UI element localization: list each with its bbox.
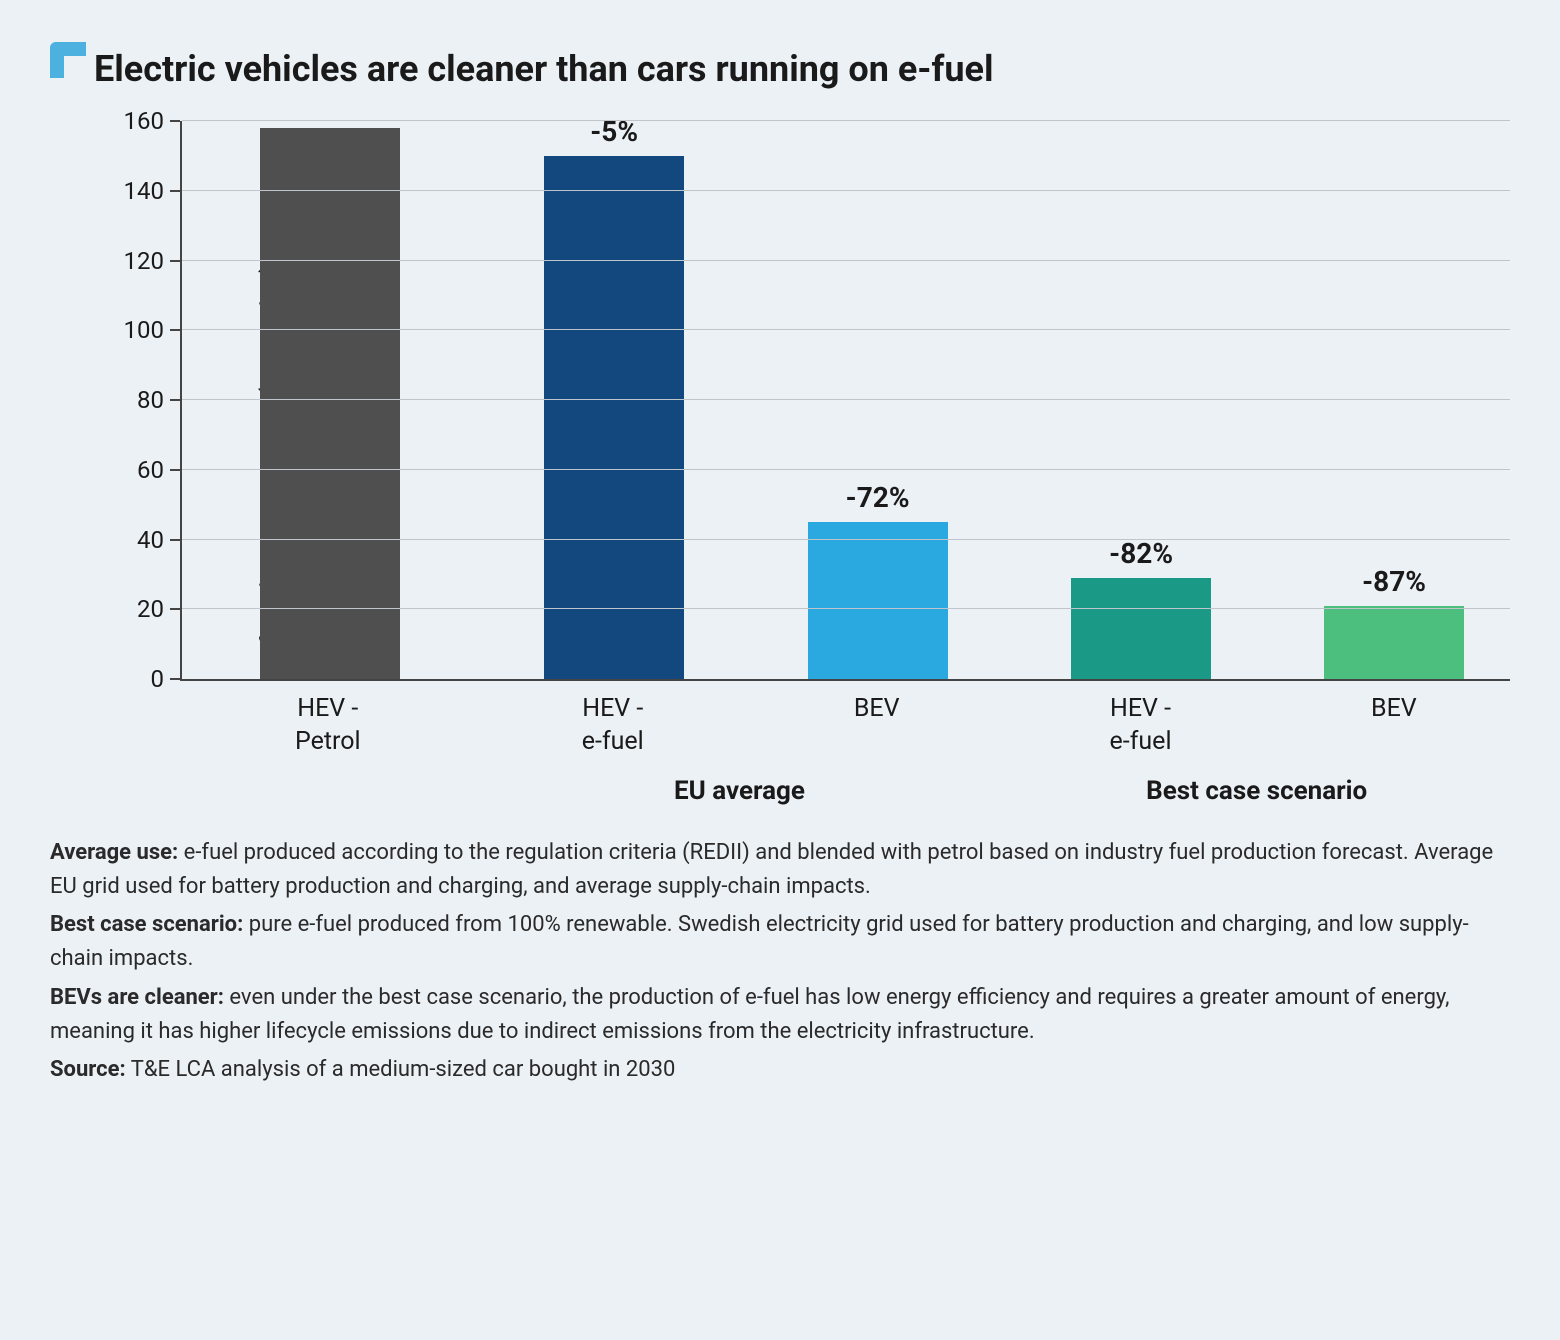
y-tick-label: 100 [124, 316, 182, 344]
bar-slot: -72% [751, 121, 1004, 679]
bar-slot [182, 121, 477, 679]
bar [544, 156, 684, 679]
x-axis-labels: HEV -PetrolHEV -e-fuelBEVHEV -e-fuelBEV [180, 681, 1510, 758]
bar-value-label: -87% [1362, 565, 1426, 598]
grid-line [182, 608, 1510, 609]
footnotes: Average use: e-fuel produced according t… [50, 836, 1510, 1087]
note-average-use: Average use: e-fuel produced according t… [50, 836, 1510, 904]
bar [1324, 606, 1464, 679]
plot-area: -5%-72%-82%-87% 020406080100120140160 [180, 121, 1510, 681]
grid-line [182, 329, 1510, 330]
note-source: Source: T&E LCA analysis of a medium-siz… [50, 1053, 1510, 1087]
y-tick-label: 40 [137, 526, 182, 554]
x-axis-label: HEV -Petrol [180, 693, 476, 758]
chart-title: Electric vehicles are cleaner than cars … [94, 40, 994, 91]
note-label: Best case scenario: [50, 912, 243, 937]
x-axis-label: HEV -e-fuel [1003, 693, 1277, 758]
bars-container: -5% -72% -82% -87% [182, 121, 1510, 679]
group-label: Best case scenario [1003, 776, 1510, 806]
grid-line [182, 190, 1510, 191]
note-text: pure e-fuel produced from 100% renewable… [50, 912, 1469, 971]
chart: Lifecycle CO2 emissions (gCO2e/km) -5%-7… [120, 121, 1510, 806]
x-axis-label: BEV [1278, 693, 1510, 758]
group-label [180, 776, 476, 806]
group-label: EU average [476, 776, 1004, 806]
note-label: Source: [50, 1057, 126, 1082]
y-tick-label: 20 [137, 595, 182, 623]
grid-line [182, 120, 1510, 121]
note-label: BEVs are cleaner: [50, 985, 224, 1010]
accent-corner-icon [50, 42, 86, 78]
grid-line [182, 469, 1510, 470]
note-best-case: Best case scenario: pure e-fuel produced… [50, 908, 1510, 976]
y-tick-label: 140 [124, 177, 182, 205]
bar-value-label: -72% [846, 481, 910, 514]
note-text: e-fuel produced according to the regulat… [50, 840, 1493, 899]
y-tick-label: 160 [124, 107, 182, 135]
note-text: T&E LCA analysis of a medium-sized car b… [126, 1057, 676, 1082]
y-tick-label: 80 [137, 386, 182, 414]
bar-slot: -87% [1278, 121, 1510, 679]
header: Electric vehicles are cleaner than cars … [50, 40, 1510, 91]
grid-line [182, 260, 1510, 261]
y-tick-label: 0 [151, 665, 183, 693]
bar [808, 522, 948, 679]
grid-line [182, 539, 1510, 540]
note-text: even under the best case scenario, the p… [50, 985, 1450, 1044]
group-labels: EU averageBest case scenario [180, 758, 1510, 806]
bar [1071, 578, 1211, 679]
bar-slot: -82% [1004, 121, 1278, 679]
y-tick-label: 120 [124, 247, 182, 275]
x-axis-label: HEV -e-fuel [476, 693, 750, 758]
note-label: Average use: [50, 840, 178, 865]
bar-value-label: -82% [1109, 537, 1173, 570]
grid-line [182, 399, 1510, 400]
bar [260, 128, 400, 679]
bar-slot: -5% [477, 121, 751, 679]
note-bev-cleaner: BEVs are cleaner: even under the best ca… [50, 981, 1510, 1049]
y-tick-label: 60 [137, 456, 182, 484]
x-axis-label: BEV [750, 693, 1003, 758]
